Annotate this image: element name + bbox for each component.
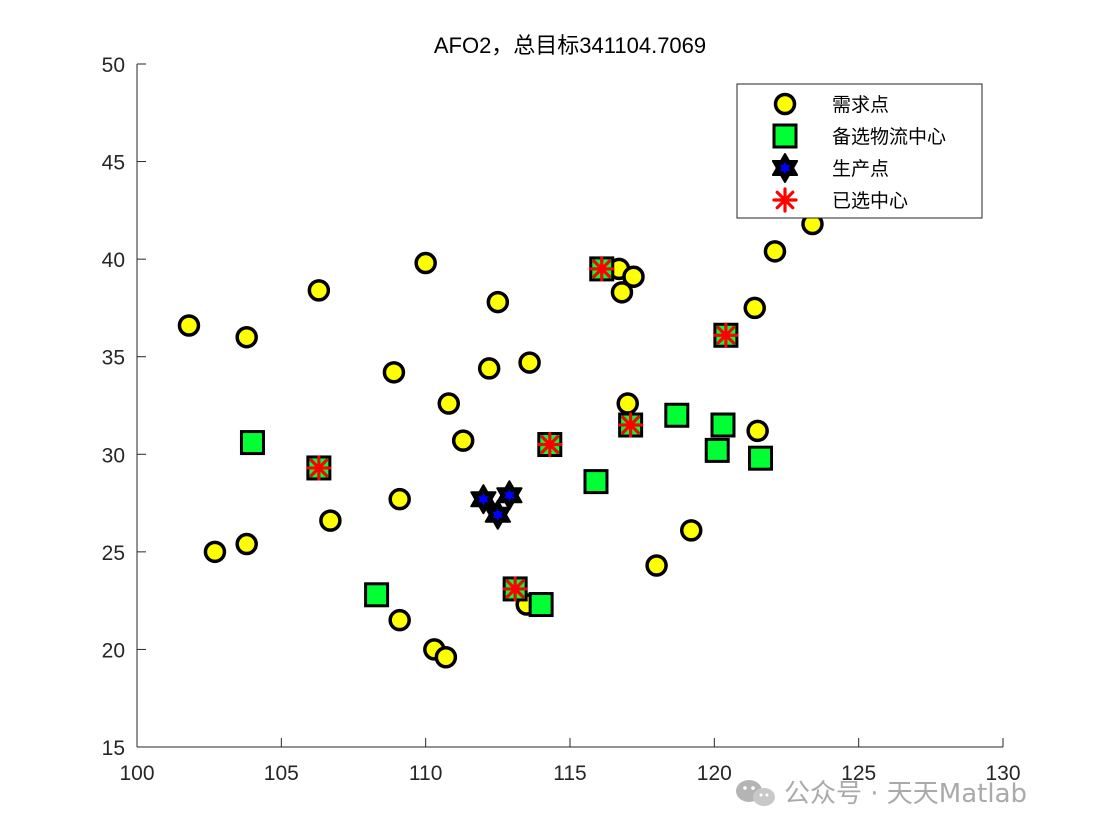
candidate-center-marker [710, 412, 736, 438]
legend-entry: 生产点 [771, 153, 889, 183]
demand-point-marker [518, 351, 541, 374]
watermark: 公众号 · 天天Matlab [736, 779, 1027, 809]
series-square [239, 256, 774, 618]
y-tick-label: 20 [102, 639, 125, 662]
ticks: 100 105 110 115 120 125 130 15 20 25 30 35 40 45 50 [102, 54, 1021, 785]
demand-point-marker [610, 281, 634, 304]
x-tick-label: 110 [409, 762, 442, 785]
demand-point-marker [319, 509, 342, 532]
y-tick-label: 15 [102, 737, 125, 760]
selected-center-marker [713, 322, 739, 348]
demand-point-marker [746, 419, 769, 443]
selected-center-marker [537, 431, 563, 458]
x-tick-label: 100 [119, 762, 154, 785]
candidate-center-marker [748, 445, 774, 471]
demand-point-marker [645, 554, 668, 577]
x-tick-label: 120 [697, 762, 732, 785]
candidate-center-marker [583, 469, 609, 495]
demand-point-marker [743, 296, 766, 320]
y-tick-label: 35 [102, 347, 125, 370]
demand-point-marker [235, 325, 258, 349]
demand-point-marker [388, 487, 411, 511]
legend-label: 生产点 [832, 158, 889, 180]
selected-center-marker [502, 576, 528, 602]
candidate-center-marker [528, 592, 554, 618]
chart-title: AFO2，总目标341104.7069 [434, 33, 706, 58]
legend-marker [772, 187, 798, 213]
y-tick-label: 25 [102, 542, 125, 565]
legend-marker [771, 153, 799, 183]
x-tick-label: 105 [264, 762, 299, 785]
series-asterisk [306, 256, 739, 602]
demand-point-marker [307, 279, 331, 302]
selected-center-marker [306, 455, 332, 481]
legend-label: 备选物流中心 [832, 126, 946, 148]
demand-point-marker [434, 645, 458, 669]
selected-center-marker [589, 256, 615, 282]
candidate-center-marker [364, 582, 390, 608]
demand-point-marker [235, 532, 258, 556]
legend-entry: 需求点 [773, 92, 889, 116]
series-hexagram [470, 480, 523, 530]
legend-label: 需求点 [832, 94, 889, 116]
demand-point-marker [763, 240, 787, 263]
watermark-text: 公众号 · 天天Matlab [784, 779, 1027, 809]
demand-point-marker [177, 314, 201, 337]
demand-point-marker [679, 519, 703, 542]
y-tick-label: 40 [102, 249, 125, 272]
production-point-marker [484, 499, 511, 530]
production-point-marker [496, 480, 523, 511]
wechat-icon [736, 780, 775, 806]
legend-marker [773, 92, 797, 116]
demand-point-marker [388, 608, 411, 632]
y-tick-label: 50 [102, 54, 125, 77]
demand-point-marker [477, 357, 501, 380]
selected-center-marker [618, 412, 644, 438]
candidate-center-marker [664, 402, 690, 428]
candidate-center-marker [704, 437, 730, 463]
production-point-marker [470, 484, 497, 515]
legend-entry: 备选物流中心 [772, 123, 946, 149]
demand-point-marker [616, 392, 639, 415]
legend-entry: 已选中心 [772, 187, 908, 213]
data-marks [177, 212, 824, 669]
x-tick-label: 115 [553, 762, 586, 785]
candidate-center-marker [239, 430, 265, 456]
legend-label: 已选中心 [832, 190, 908, 212]
demand-point-marker [414, 251, 437, 275]
legend-marker [772, 123, 798, 149]
demand-point-marker [203, 540, 227, 564]
demand-point-marker [486, 290, 510, 314]
y-tick-label: 30 [102, 444, 125, 467]
series-circle [177, 212, 824, 669]
demand-point-marker [382, 361, 406, 384]
x-tick-label: 130 [985, 762, 1020, 785]
x-tick-label: 125 [841, 762, 876, 785]
demand-point-marker [622, 265, 645, 288]
y-tick-label: 45 [102, 152, 125, 175]
demand-point-marker [437, 392, 461, 415]
demand-point-marker [451, 429, 475, 452]
